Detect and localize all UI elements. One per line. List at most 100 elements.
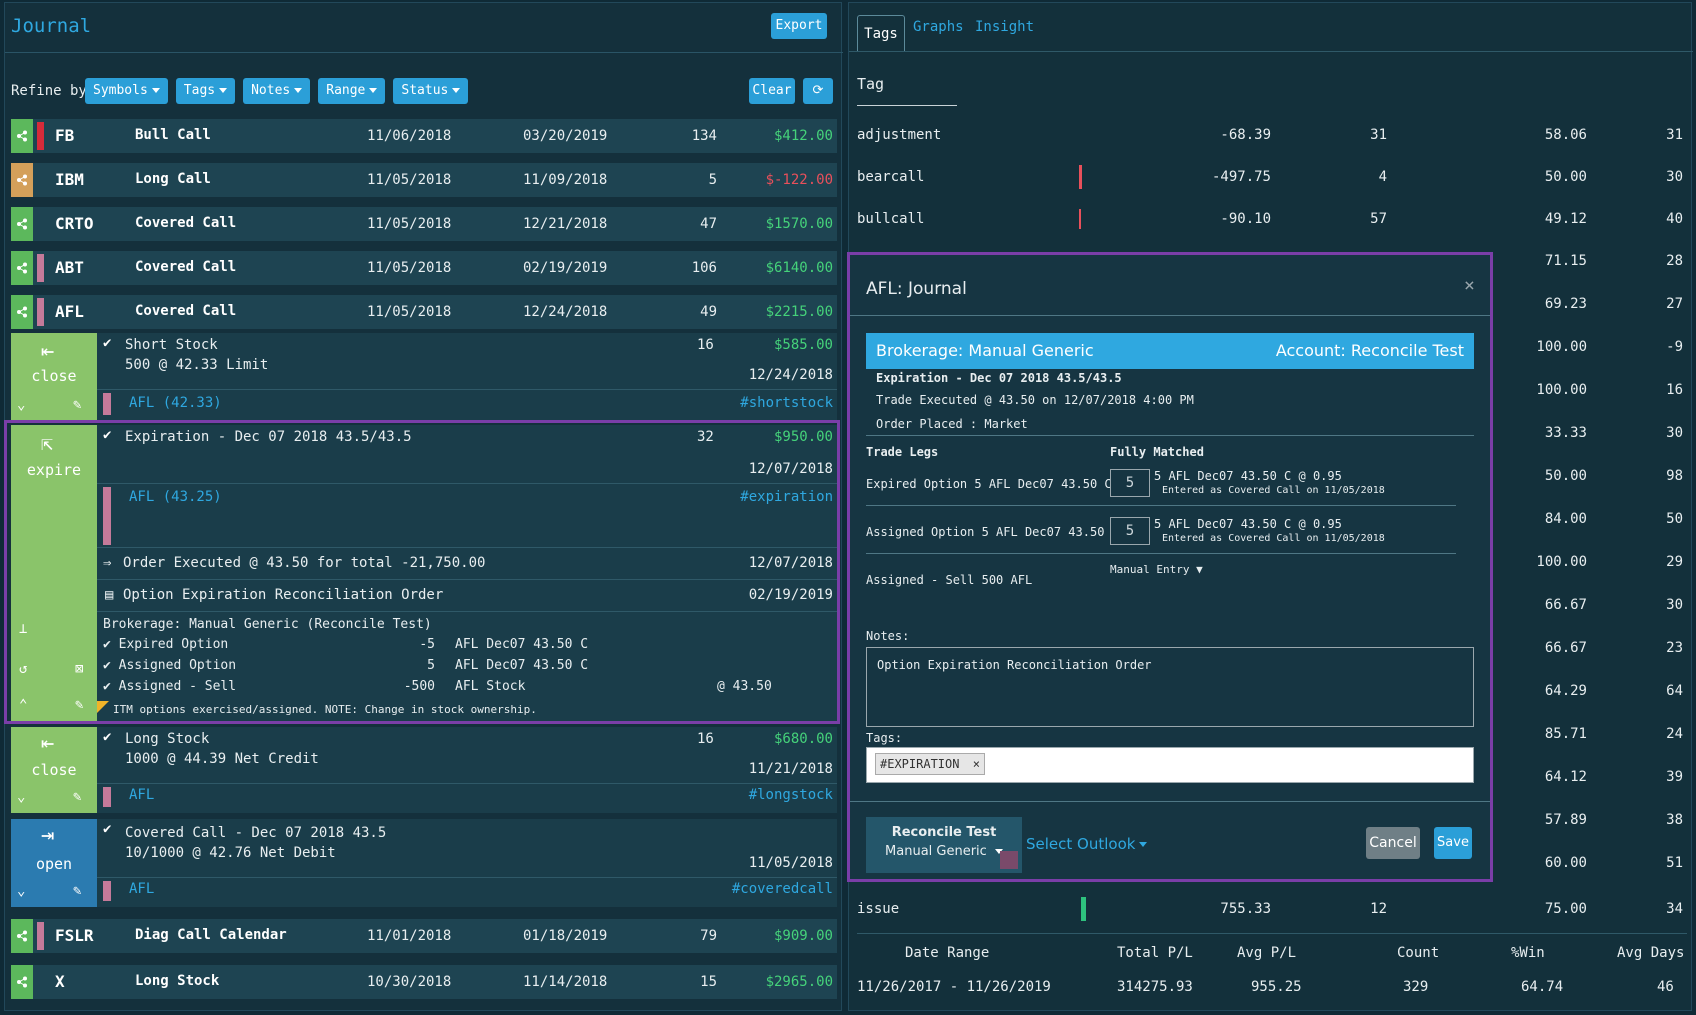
check-icon: ✔ — [103, 729, 112, 745]
tag-row[interactable]: 50.00 98 — [857, 460, 1687, 494]
history-icon[interactable]: ↺ — [19, 661, 28, 677]
leg-qty-input[interactable]: 5 — [1110, 517, 1150, 545]
trade-count: 49 — [700, 304, 717, 320]
tag-row[interactable]: 60.00 51 — [857, 847, 1687, 881]
clipboard-icon: ▤ — [105, 587, 114, 603]
close-box-icon[interactable]: ⊠ — [75, 661, 84, 677]
account-selector[interactable]: Reconcile Test Manual Generic — [866, 817, 1022, 873]
fully-matched-header: Fully Matched — [1110, 445, 1204, 459]
tag-column-header: Tag — [857, 75, 885, 93]
tag-link[interactable]: #shortstock — [740, 395, 833, 411]
cancel-button[interactable]: Cancel — [1366, 827, 1420, 859]
tag-row[interactable]: bearcall -497.75 4 50.00 30 — [857, 161, 1687, 195]
trade-row-afl[interactable]: AFL Covered Call 11/05/2018 12/24/2018 4… — [11, 295, 837, 329]
trade-row-crto[interactable]: CRTO Covered Call 11/05/2018 12/21/2018 … — [11, 207, 837, 241]
trade-row-ibm[interactable]: IBM Long Call 11/05/2018 11/09/2018 5 $-… — [11, 163, 837, 197]
save-button[interactable]: Save — [1434, 827, 1472, 859]
check-icon: ✔ — [103, 821, 112, 837]
tag-row[interactable]: 71.15 28 — [857, 245, 1687, 279]
trade-strategy: Covered Call — [135, 259, 237, 275]
tab-insight[interactable]: Insight — [975, 19, 1035, 35]
tags-input[interactable]: #EXPIRATION × — [866, 747, 1474, 783]
tag-win-value: 60.00 — [1544, 855, 1587, 871]
tag-row[interactable]: 100.00 16 — [857, 374, 1687, 408]
select-outlook-dropdown[interactable]: Select Outlook — [1026, 835, 1148, 853]
chevron-down-icon[interactable]: ⌄ — [17, 397, 26, 413]
tag-row[interactable]: 100.00 29 — [857, 546, 1687, 580]
trade-row-fb[interactable]: FB Bull Call 11/06/2018 03/20/2019 134 $… — [11, 119, 837, 153]
trade-pl: $6140.00 — [765, 260, 833, 276]
trade-row-abt[interactable]: ABT Covered Call 11/05/2018 02/19/2019 1… — [11, 251, 837, 285]
close-side[interactable]: ⇤ close ⌄ ✎ — [11, 727, 97, 813]
notes-textarea[interactable]: Option Expiration Reconciliation Order — [866, 647, 1474, 727]
hierarchy-icon[interactable]: ⊥ — [19, 621, 28, 637]
trade-pl: $-122.00 — [765, 172, 833, 188]
filter-tags-button[interactable]: Tags — [175, 78, 236, 104]
enter-icon: ⇥ — [41, 823, 55, 848]
tag-row[interactable]: 33.33 30 — [857, 417, 1687, 451]
tag-row[interactable]: 57.89 38 — [857, 804, 1687, 838]
share-icon[interactable] — [11, 119, 33, 153]
symbol-link[interactable]: AFL (42.33) — [129, 395, 222, 411]
tag-row-issue[interactable]: issue 755.33 12 75.00 34 — [857, 893, 1687, 927]
tag-row[interactable]: 69.23 27 — [857, 288, 1687, 322]
tag-row[interactable]: 84.00 50 — [857, 503, 1687, 537]
share-icon[interactable] — [11, 251, 33, 285]
refresh-button[interactable]: ⟳ — [803, 78, 833, 104]
trade-pl: $2965.00 — [765, 974, 833, 990]
close-side[interactable]: ⇤ close ⌄ ✎ — [11, 333, 97, 421]
open-side[interactable]: ⇥ open ⌄ ✎ — [11, 819, 97, 907]
chevron-down-icon[interactable]: ⌄ — [17, 883, 26, 899]
expire-side[interactable]: ⇱ expire ⊥ ↺ ⊠ ⌃ ✎ — [11, 425, 97, 723]
trade-row-fslr[interactable]: FSLR Diag Call Calendar 11/01/2018 01/18… — [11, 919, 837, 953]
tag-link[interactable]: #expiration — [740, 489, 833, 505]
tab-tags[interactable]: Tags — [857, 15, 905, 51]
tab-graphs[interactable]: Graphs — [913, 19, 964, 35]
filter-status-button[interactable]: Status — [393, 78, 469, 104]
clear-button[interactable]: Clear — [749, 78, 795, 104]
tags-label: Tags: — [866, 731, 903, 745]
manual-entry-dropdown[interactable]: Manual Entry ▼ — [1110, 563, 1203, 576]
leg-qty-input[interactable]: 5 — [1110, 469, 1150, 497]
tag-row[interactable]: 66.67 30 — [857, 589, 1687, 623]
trade-symbol: FB — [55, 126, 75, 145]
entry-pl: $950.00 — [773, 429, 833, 445]
symbol-link[interactable]: AFL (43.25) — [129, 489, 222, 505]
tag-row[interactable]: 66.67 23 — [857, 632, 1687, 666]
tag-row[interactable]: 100.00 -9 — [857, 331, 1687, 365]
share-icon[interactable] — [11, 163, 33, 197]
symbol-link[interactable]: AFL — [129, 881, 155, 897]
trade-pl: $909.00 — [773, 928, 833, 944]
pencil-icon[interactable]: ✎ — [75, 697, 84, 713]
tag-row[interactable]: 85.71 24 — [857, 718, 1687, 752]
tag-days-value: 24 — [1666, 726, 1683, 742]
share-icon[interactable] — [11, 207, 33, 241]
tag-win-value: 84.00 — [1544, 511, 1587, 527]
leg-row: ✔ Assigned - Sell — [103, 679, 237, 694]
tag-days-value: 98 — [1666, 468, 1683, 484]
close-icon[interactable]: × — [1464, 275, 1475, 296]
chevron-up-icon[interactable]: ⌃ — [19, 697, 28, 713]
pencil-icon[interactable]: ✎ — [73, 883, 82, 899]
share-icon[interactable] — [11, 919, 33, 953]
share-icon[interactable] — [11, 965, 33, 999]
color-flag — [37, 254, 44, 282]
trade-row-x[interactable]: X Long Stock 10/30/2018 11/14/2018 15 $2… — [11, 965, 837, 999]
export-button[interactable]: Export — [771, 13, 827, 39]
tag-link[interactable]: #longstock — [748, 787, 833, 803]
pencil-icon[interactable]: ✎ — [73, 789, 82, 805]
remove-tag-icon[interactable]: × — [972, 757, 980, 771]
pencil-icon[interactable]: ✎ — [73, 397, 82, 413]
tag-row[interactable]: 64.29 64 — [857, 675, 1687, 709]
tag-row[interactable]: bullcall -90.10 57 49.12 40 — [857, 209, 1683, 229]
share-icon[interactable] — [11, 295, 33, 329]
filter-range-button[interactable]: Range — [318, 78, 386, 104]
color-flag — [37, 298, 44, 326]
tag-link[interactable]: #coveredcall — [731, 881, 833, 897]
tag-row[interactable]: 64.12 39 — [857, 761, 1687, 795]
symbol-link[interactable]: AFL — [129, 787, 155, 803]
filter-notes-button[interactable]: Notes — [243, 78, 311, 104]
chevron-down-icon[interactable]: ⌄ — [17, 789, 26, 805]
tag-row[interactable]: adjustment -68.39 31 58.06 31 — [857, 127, 1683, 143]
filter-symbols-button[interactable]: Symbols — [85, 78, 168, 104]
